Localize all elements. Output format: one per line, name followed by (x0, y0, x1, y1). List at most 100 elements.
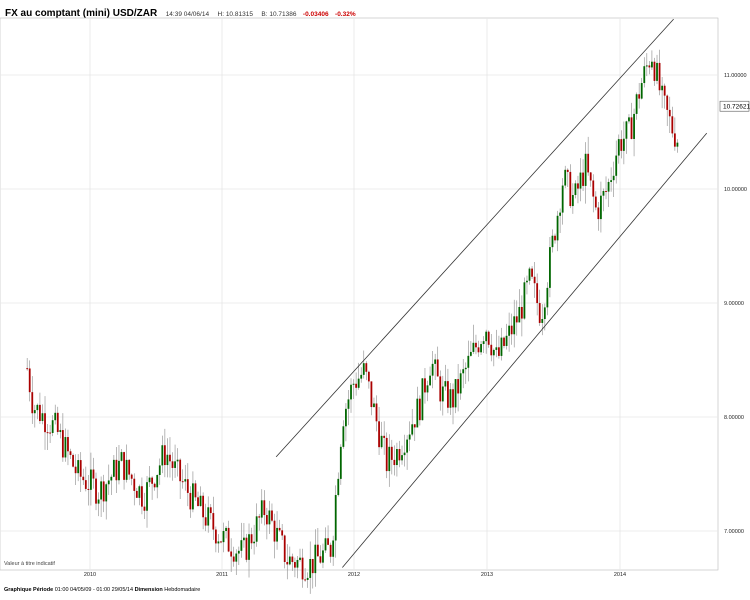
candle-body (373, 403, 375, 408)
candle-body (622, 138, 625, 151)
candle-body (271, 510, 273, 521)
candle-body (329, 544, 332, 557)
candle-body (294, 562, 296, 568)
candle-body (130, 474, 133, 479)
candle-body (561, 185, 564, 213)
candle-body (396, 449, 398, 466)
candle-body (643, 66, 646, 84)
candle-body (383, 435, 386, 438)
candle-body (569, 171, 572, 207)
candle-body (255, 516, 258, 542)
candle-body (513, 316, 516, 335)
candle-body (620, 139, 623, 151)
candle-body (475, 342, 477, 348)
candle-body (179, 459, 182, 482)
candle-body (230, 551, 233, 557)
candle-body (347, 399, 350, 409)
candle-body (452, 389, 454, 408)
y-tick-label: 10.00000 (724, 187, 747, 193)
candle-body (424, 378, 426, 393)
candle-body (217, 541, 220, 544)
candle-body (584, 153, 587, 186)
candle-body (79, 460, 82, 477)
candle-body (276, 527, 278, 542)
candle-body (676, 142, 679, 147)
candle-body (90, 469, 92, 490)
candle-body (429, 375, 431, 386)
candle-body (128, 459, 131, 475)
candle-body (406, 439, 409, 453)
candle-body (181, 481, 184, 483)
candle-body (480, 344, 482, 353)
candle-body (546, 287, 549, 308)
candle-body (97, 499, 100, 504)
candle-body (510, 325, 513, 335)
quote-bid: B: 10.71386 (261, 11, 297, 18)
last-price-label: 10.72621 (723, 104, 750, 111)
candle-body (505, 335, 508, 346)
candle-body (120, 452, 123, 461)
candle-body (41, 413, 44, 421)
candle-body (299, 557, 301, 560)
candle-body (574, 183, 577, 196)
candle-body (671, 116, 674, 134)
candle-body (477, 347, 480, 353)
candle-body (123, 452, 125, 480)
candle-body (77, 460, 80, 474)
candle-body (51, 420, 54, 433)
candle-body (192, 483, 194, 510)
candle-body (444, 381, 447, 387)
candle-body (459, 373, 462, 394)
candle-body (107, 480, 110, 485)
candle-body (673, 133, 676, 147)
candle-body (227, 527, 230, 552)
candle-body (105, 484, 108, 502)
candle-body (82, 476, 85, 481)
candle-body (651, 61, 653, 68)
candle-body (398, 449, 401, 461)
candle-body (668, 109, 671, 117)
x-tick-label: 2011 (216, 572, 228, 578)
candle-body (467, 355, 470, 368)
candle-body (350, 384, 352, 400)
candle-body (661, 85, 664, 91)
candle-body (633, 113, 635, 139)
candle-body (653, 61, 656, 81)
candle-body (492, 349, 495, 356)
candle-body (411, 424, 414, 435)
candle-body (72, 454, 74, 467)
candle-body (355, 383, 358, 388)
candle-body (472, 342, 475, 352)
candle-body (253, 541, 256, 544)
candle-body (291, 556, 294, 563)
y-tick-label: 11.00000 (724, 73, 747, 79)
candle-body (648, 65, 651, 68)
candle-body (319, 556, 322, 563)
indicative-value-note: Valeur à titre indicatif (4, 561, 55, 567)
candle-body (174, 461, 176, 468)
candle-body (334, 495, 337, 541)
last-price-box (719, 100, 750, 112)
candle-body (610, 180, 613, 182)
candle-body (163, 445, 166, 466)
candle-body (656, 62, 658, 81)
candle-body (345, 408, 347, 427)
candle-body (360, 374, 363, 379)
candle-body (365, 363, 368, 372)
candle-body (148, 477, 151, 483)
candle-body (235, 553, 238, 562)
candle-body (61, 430, 64, 458)
candle-body (316, 544, 319, 557)
candle-body (531, 268, 533, 277)
candle-body (582, 172, 584, 186)
candle-body (564, 169, 567, 186)
candle-body (258, 516, 261, 518)
period-value: 01:00 04/05/09 - 01:00 29/05/14 (54, 587, 134, 593)
candle-body (600, 195, 602, 220)
period-label: Graphique Période (4, 587, 54, 593)
candle-body (635, 94, 638, 114)
quote-time: 14:39 04/06/14 (165, 11, 210, 18)
quote-high: H: 10.81315 (217, 11, 253, 18)
candle-body (380, 435, 383, 448)
candle-body (401, 455, 403, 461)
